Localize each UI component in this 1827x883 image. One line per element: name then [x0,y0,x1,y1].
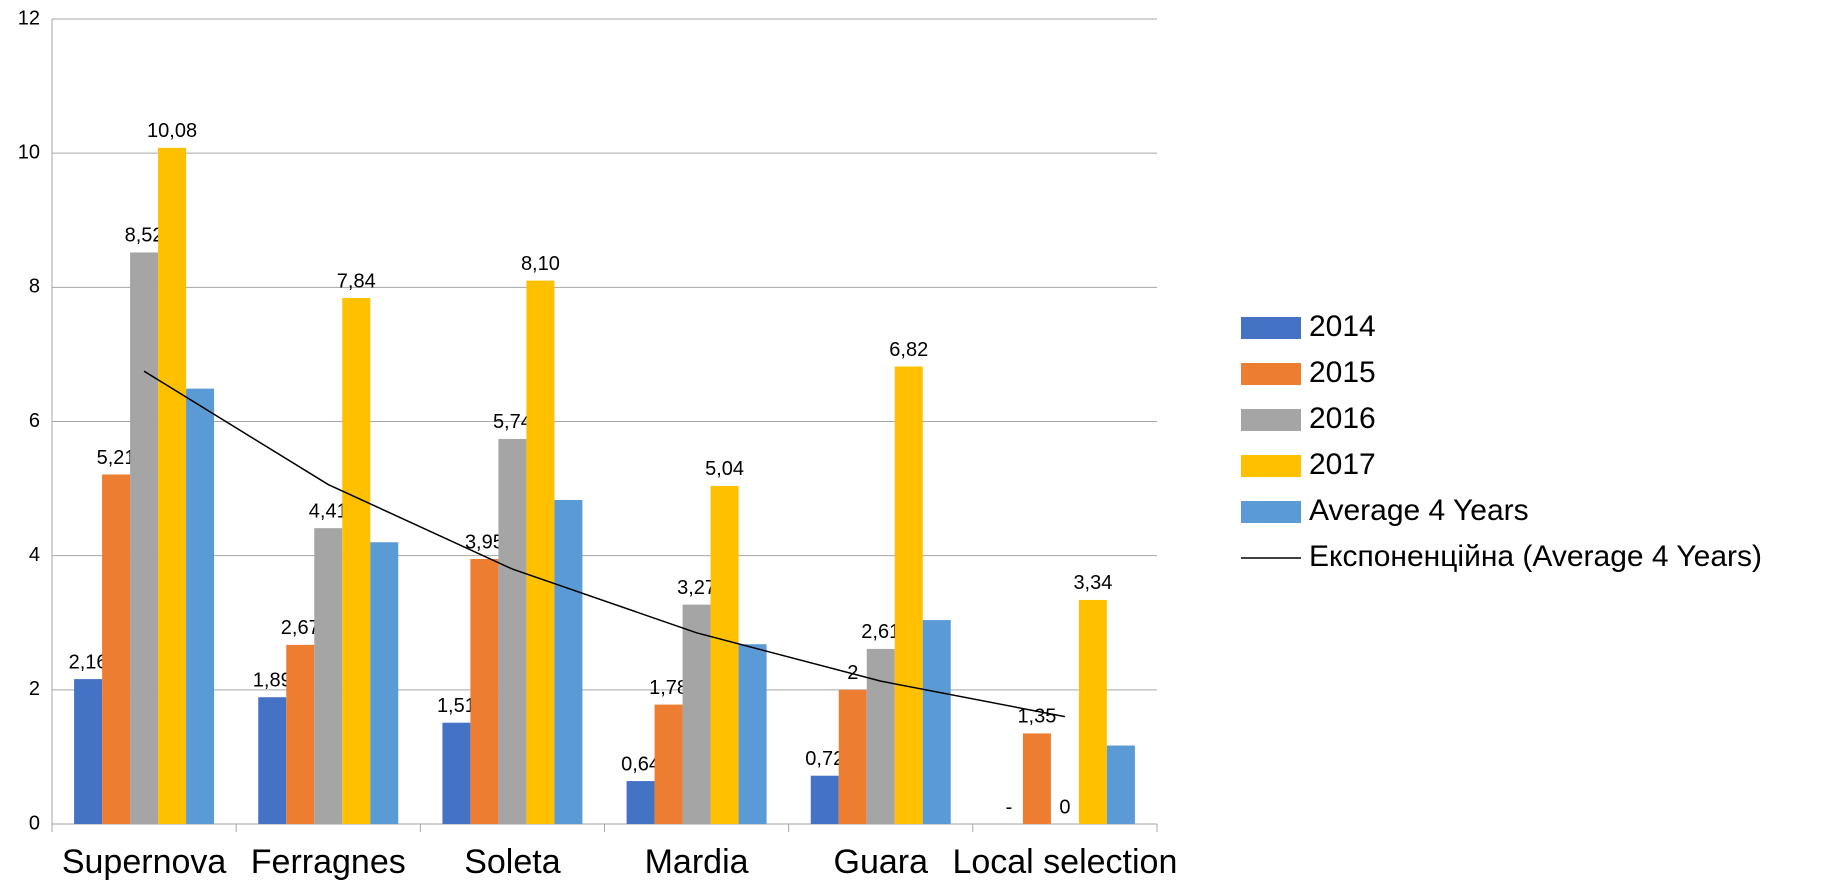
bar [74,679,102,824]
data-label: 0,72 [805,748,844,770]
data-label: 2,61 [861,621,900,643]
data-label: 8,52 [125,225,164,247]
bar [1079,600,1107,824]
bar [683,605,711,824]
bar [839,690,867,824]
y-tick-label: 4 [29,544,40,566]
legend-swatch [1241,409,1301,431]
data-label: 10,08 [147,120,197,142]
bar [186,389,214,824]
data-label: 4,41 [309,500,348,522]
bar [314,528,342,824]
legend-label: Експоненційна (Average 4 Years) [1309,540,1762,573]
bar [867,649,895,824]
data-label: 0,64 [621,753,660,775]
bar [370,542,398,824]
bar [258,697,286,824]
bar [526,281,554,824]
bar [286,645,314,824]
data-label: 2,67 [281,617,320,639]
y-tick-label: 2 [29,678,40,700]
data-label: 5,74 [493,411,532,433]
legend-swatch [1241,363,1301,385]
data-label: 5,21 [97,447,136,469]
bar [895,366,923,824]
data-label: 8,10 [521,253,560,275]
legend-swatch [1241,501,1301,523]
legend-swatch [1241,455,1301,477]
bar [102,474,130,824]
y-tick-label: 12 [18,7,40,29]
data-label: 6,82 [889,339,928,361]
bar [1023,733,1051,824]
data-label: - [1006,796,1013,818]
bar [470,559,498,824]
x-tick-label: Soleta [464,843,560,881]
data-label: 7,84 [337,270,376,292]
bar [342,298,370,824]
data-label: 3,27 [677,577,716,599]
x-tick-label: Supernova [62,843,227,881]
data-label: 3,34 [1073,572,1112,594]
bar [739,644,767,824]
bar [811,776,839,824]
x-tick-label: Local selection [952,843,1177,881]
bar [711,486,739,824]
data-label: 1,89 [253,669,292,691]
x-tick-label: Guara [834,843,929,881]
bar [554,500,582,824]
y-tick-label: 10 [18,141,40,163]
bar [498,439,526,824]
legend-label: Average 4 Years [1309,494,1529,527]
data-label: 5,04 [705,458,744,480]
bar [1107,746,1135,824]
y-tick-label: 6 [29,410,40,432]
x-tick-label: Ferragnes [251,843,406,881]
data-label: 2,16 [69,651,108,673]
y-tick-label: 0 [29,812,40,834]
chart: 0 2 4 6 8 10 12 2,16 1,89 1,51 0,64 0,72 - 5,21 2,67 3,… [0,0,1827,883]
bar [442,723,470,824]
data-label: 1,51 [437,695,476,717]
bar [655,705,683,824]
bar [627,781,655,824]
bar [158,148,186,824]
y-tick-label: 8 [29,276,40,298]
x-tick-label: Mardia [645,843,749,881]
legend-label: 2017 [1309,448,1376,481]
data-label: 1,78 [649,677,688,699]
legend-label: 2016 [1309,402,1376,435]
legend-label: 2014 [1309,310,1376,343]
legend-swatch [1241,317,1301,339]
legend-label: 2015 [1309,356,1376,389]
data-label: 0 [1059,796,1070,818]
bar [130,252,158,824]
bar [923,620,951,824]
